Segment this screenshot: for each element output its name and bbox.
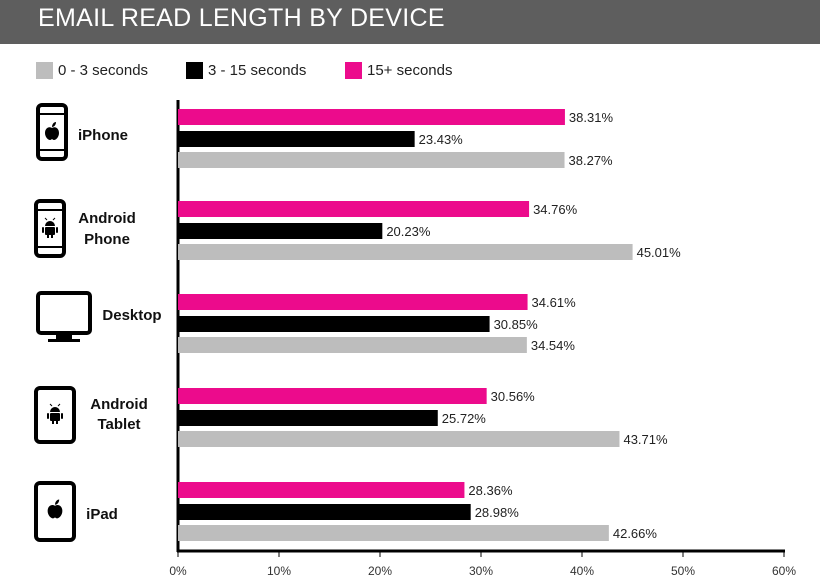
bar-value-label: 34.61% <box>532 295 577 310</box>
category-label: Tablet <box>97 416 140 433</box>
android-tablet-frame <box>34 386 76 444</box>
legend-label: 15+ seconds <box>367 62 453 79</box>
bar <box>178 152 565 168</box>
bar <box>178 109 565 125</box>
category-label: Phone <box>84 231 130 248</box>
bar-value-label: 42.66% <box>613 526 658 541</box>
x-tick-label: 50% <box>671 564 695 578</box>
desktop-base <box>48 339 80 342</box>
bar-value-label: 34.54% <box>531 338 576 353</box>
bar <box>178 388 487 404</box>
bar <box>178 410 438 426</box>
x-tick-label: 20% <box>368 564 392 578</box>
bar-value-label: 34.76% <box>533 202 578 217</box>
chart-title-bar: EMAIL READ LENGTH BY DEVICE <box>0 0 820 44</box>
ipad-frame <box>34 481 76 542</box>
legend-label: 0 - 3 seconds <box>58 62 149 79</box>
legend-label: 3 - 15 seconds <box>208 62 307 79</box>
bar-value-label: 23.43% <box>419 132 464 147</box>
bar-value-label: 43.71% <box>623 432 668 447</box>
bar <box>178 131 415 147</box>
bar <box>178 223 383 239</box>
bar <box>178 525 609 541</box>
bar <box>178 504 471 520</box>
bar-value-label: 28.36% <box>468 483 513 498</box>
bar <box>178 337 527 353</box>
x-tick-label: 60% <box>772 564 796 578</box>
bar-value-label: 28.98% <box>475 505 520 520</box>
bar <box>178 482 465 498</box>
bar-value-label: 20.23% <box>386 224 431 239</box>
bar-value-label: 25.72% <box>442 411 487 426</box>
x-tick-label: 10% <box>267 564 291 578</box>
iphone-frame <box>36 103 68 161</box>
desktop-monitor-icon <box>36 291 92 335</box>
bar-value-label: 30.85% <box>494 317 539 332</box>
chart-title: EMAIL READ LENGTH BY DEVICE <box>38 4 445 32</box>
bar-value-label: 45.01% <box>637 245 682 260</box>
bar <box>178 431 620 447</box>
category-label: Android <box>90 396 148 413</box>
android-phone-icon <box>42 217 58 238</box>
bar-value-label: 38.31% <box>569 110 614 125</box>
legend-swatch <box>186 62 203 79</box>
iphone-icon <box>45 122 59 140</box>
category-label: Android <box>78 210 136 227</box>
desktop-stand <box>56 335 72 339</box>
category-label: iPad <box>86 506 118 523</box>
x-tick-label: 30% <box>469 564 493 578</box>
bar-value-label: 30.56% <box>491 389 536 404</box>
x-tick-label: 0% <box>169 564 187 578</box>
ipad-icon <box>47 499 63 519</box>
legend-swatch <box>345 62 362 79</box>
category-label: iPhone <box>78 127 128 144</box>
bar <box>178 244 633 260</box>
bar-value-label: 38.27% <box>569 153 614 168</box>
x-tick-label: 40% <box>570 564 594 578</box>
bar <box>178 316 490 332</box>
bar <box>178 294 528 310</box>
bar <box>178 201 530 217</box>
android-phone-frame <box>34 199 66 258</box>
legend-swatch <box>36 62 53 79</box>
android-tablet-icon <box>47 403 63 424</box>
category-label: Desktop <box>102 307 161 324</box>
